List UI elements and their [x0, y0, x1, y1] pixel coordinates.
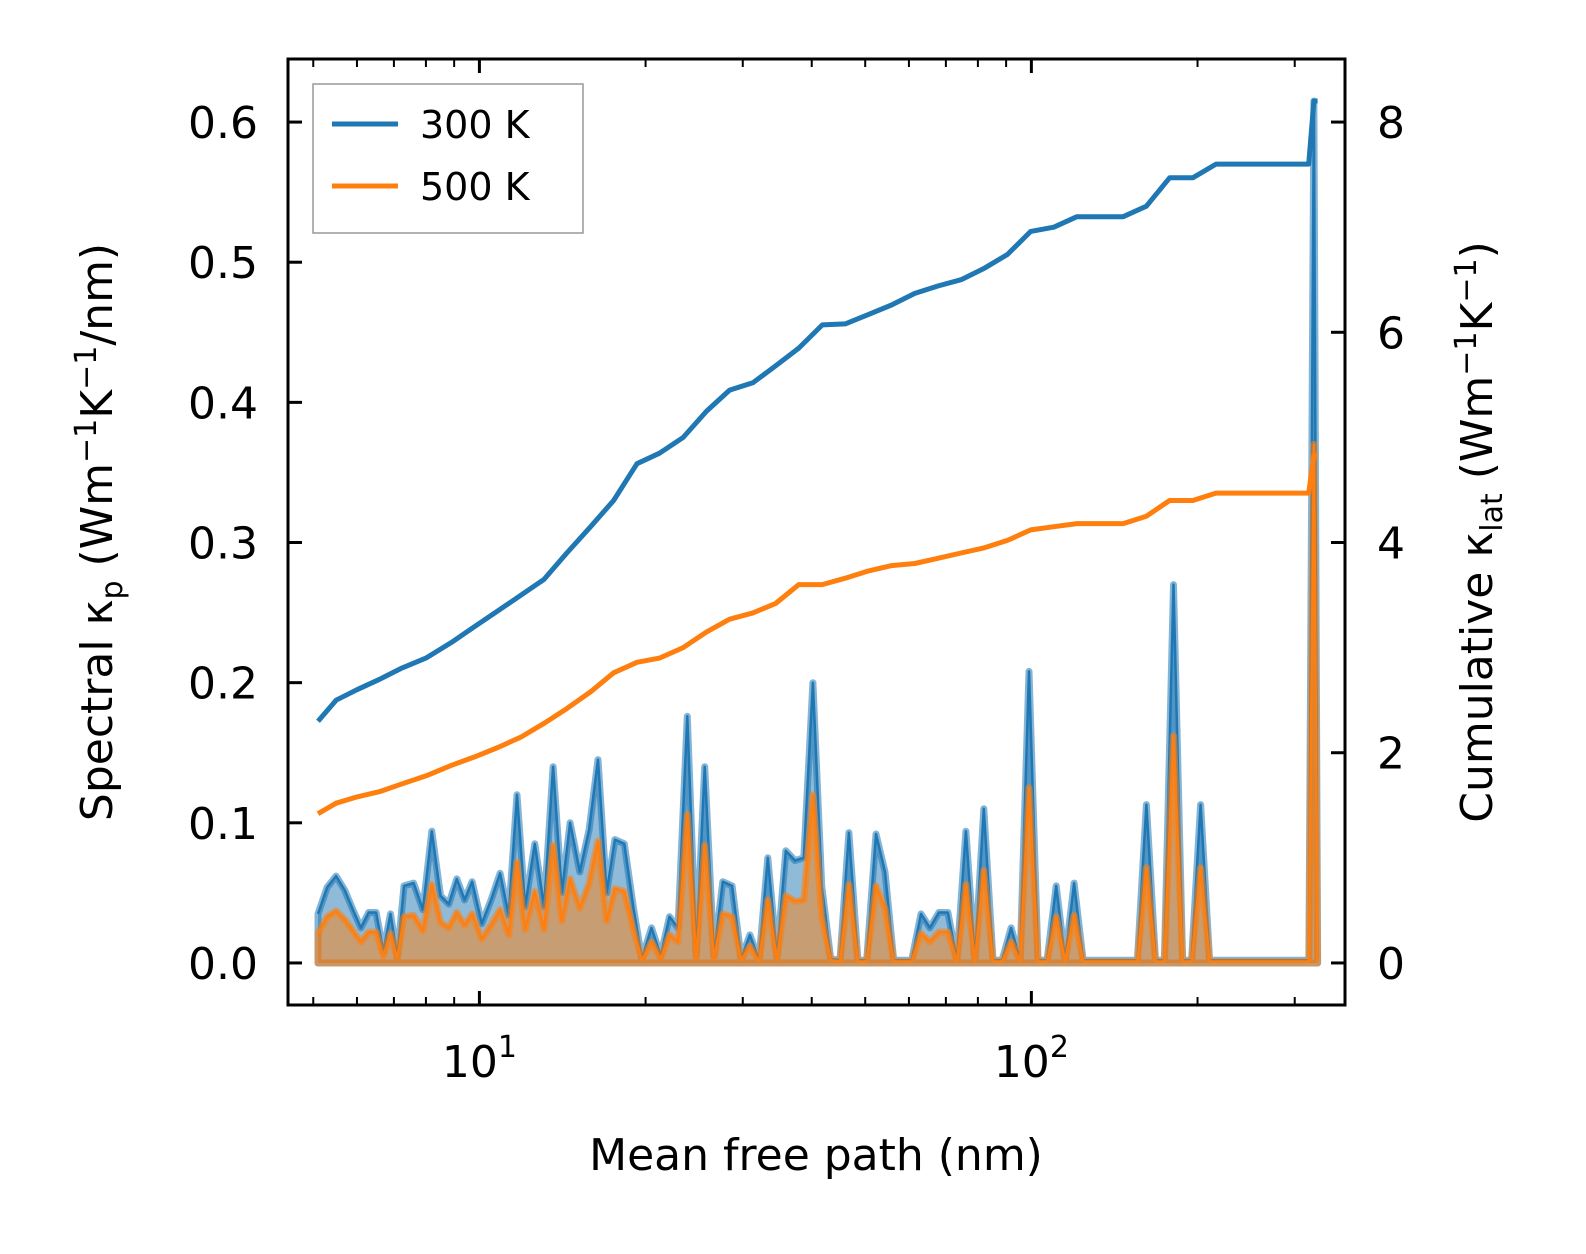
y-right-tick-label: 8 — [1377, 98, 1405, 149]
x-axis-title: Mean free path (nm) — [589, 1130, 1043, 1181]
y-left-title-main: Spectral κ — [72, 600, 123, 822]
y-left-tick-label: 0.3 — [188, 519, 258, 570]
spectral-layer — [314, 97, 1322, 967]
y-left-tick-label: 0.1 — [188, 799, 258, 850]
x-tick-label: 102 — [994, 1030, 1069, 1088]
y-left-title-sup2: −1 — [69, 346, 104, 390]
cumulative-line-300k — [316, 98, 1318, 723]
y-right-tick-label: 4 — [1377, 519, 1405, 570]
x-tick-label: 101 — [442, 1030, 517, 1088]
y-right-tick-label: 0 — [1377, 939, 1405, 990]
y-left-tick-label: 0.5 — [188, 238, 258, 289]
y-right-title-main: Cumulative κ — [1452, 532, 1503, 823]
y-right-title-mid: K — [1452, 301, 1503, 331]
y-right-title-sub: lat — [1475, 493, 1510, 532]
legend-label-500k: 500 K — [420, 165, 531, 209]
plot-frame — [286, 57, 1347, 1007]
y-right-tick-label: 6 — [1377, 308, 1405, 359]
legend-label-300k: 300 K — [420, 103, 531, 147]
ticks-layer: 0.0 0.1 0.2 0.3 0.4 0.5 0.6 0 2 4 6 8 101 102 — [188, 59, 1405, 1088]
cumulative-line-500k — [316, 452, 1318, 816]
legend: 300 K 500 K — [312, 83, 584, 234]
y-right-title-sup1: −1 — [1449, 331, 1484, 375]
legend-box — [312, 83, 584, 234]
y-left-title-mid: K — [72, 389, 123, 419]
y-left-title-sub: p — [95, 580, 130, 599]
y-left-tick-label: 0.6 — [188, 98, 258, 149]
y-left-tick-label: 0.0 — [188, 939, 258, 990]
y-left-title-units-pre: (Wm — [72, 463, 123, 581]
y-left-title-units-post: /nm) — [72, 243, 123, 346]
y-right-tick-label: 2 — [1377, 729, 1405, 780]
y-right-title-sup2: −1 — [1449, 258, 1484, 302]
spectral-line-500k — [316, 443, 1319, 963]
y-right-title-units-pre: (Wm — [1452, 376, 1503, 494]
y-right-title-units-post: ) — [1452, 241, 1503, 258]
y-left-title-sup1: −1 — [69, 419, 104, 463]
y-left-tick-label: 0.4 — [188, 378, 258, 429]
y-left-axis-title: Spectral κp (Wm−1K−1/nm) — [69, 243, 130, 821]
y-right-axis-title: Cumulative κlat (Wm−1K−1) — [1449, 241, 1510, 823]
y-left-tick-label: 0.2 — [188, 659, 258, 710]
cumulative-layer — [316, 98, 1318, 816]
